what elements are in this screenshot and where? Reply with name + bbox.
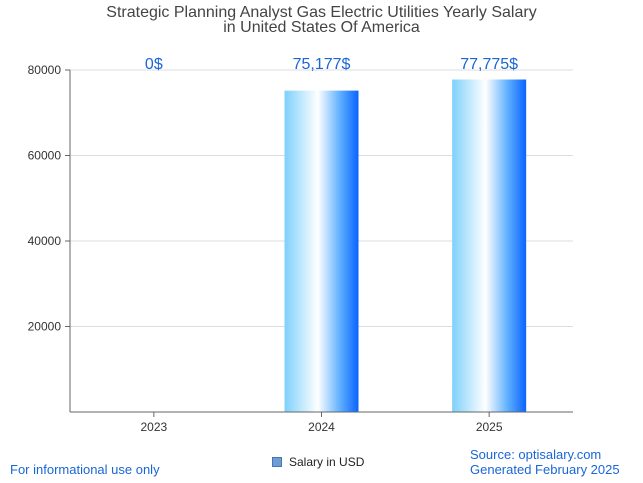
x-tick-label: 2024	[308, 420, 335, 434]
data-label: 77,775$	[460, 56, 518, 73]
y-tick-label: 40000	[28, 234, 62, 248]
legend-swatch	[272, 457, 282, 467]
x-tick-label: 2025	[476, 420, 503, 434]
legend-label: Salary in USD	[289, 455, 365, 469]
x-tick-label: 2023	[140, 420, 167, 434]
chart-title-line1: Strategic Planning Analyst Gas Electric …	[106, 4, 537, 21]
y-tick-label: 60000	[28, 149, 62, 163]
generated-text: Generated February 2025	[470, 462, 620, 477]
y-tick-label: 20000	[28, 320, 62, 334]
chart-title-line2: in United States Of America	[223, 19, 420, 36]
data-label: 75,177$	[293, 56, 351, 73]
disclaimer-text: For informational use only	[10, 462, 160, 477]
legend: Salary in USD	[272, 455, 364, 469]
y-tick-label: 80000	[28, 63, 62, 77]
source-text: Source: optisalary.com	[470, 447, 602, 462]
bar-2025	[452, 79, 527, 412]
data-label: 0$	[145, 56, 163, 73]
bar-2024	[284, 90, 359, 413]
